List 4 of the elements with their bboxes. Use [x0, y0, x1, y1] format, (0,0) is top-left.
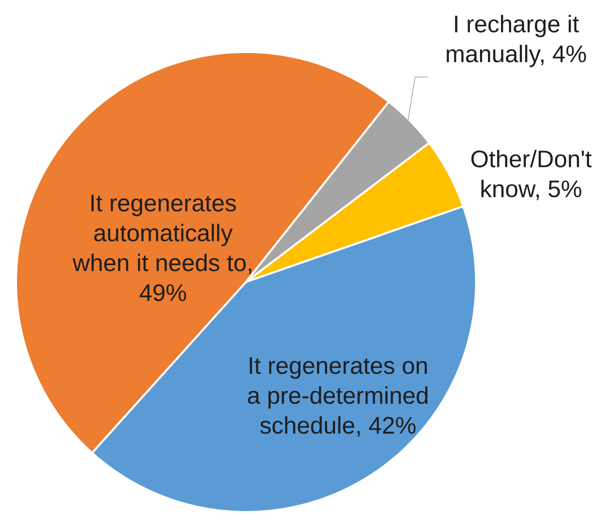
slice-label: I recharge it manually, 4%: [446, 14, 586, 68]
slice-label: Other/Don't know, 5%: [471, 150, 592, 200]
slice-label: It regenerates on a pre-determined schedule, 42%: [248, 357, 428, 437]
slice-label: It regenerates automatically when it needs to, 49%: [72, 194, 252, 302]
